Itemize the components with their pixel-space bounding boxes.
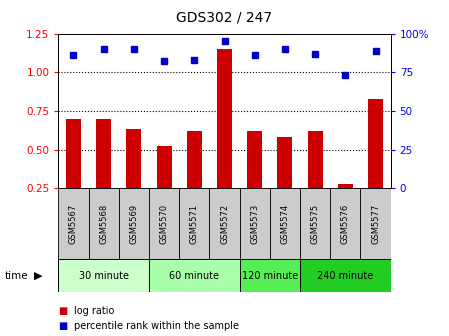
Text: GSM5568: GSM5568 bbox=[99, 203, 108, 244]
Text: GSM5567: GSM5567 bbox=[69, 203, 78, 244]
Bar bbox=[96, 119, 111, 188]
Bar bbox=[149, 188, 179, 259]
Bar bbox=[277, 137, 292, 188]
Bar bbox=[247, 131, 262, 188]
Bar bbox=[217, 49, 232, 188]
Text: GSM5574: GSM5574 bbox=[281, 203, 290, 244]
Bar bbox=[338, 183, 353, 188]
Text: GSM5573: GSM5573 bbox=[250, 203, 259, 244]
Text: GSM5575: GSM5575 bbox=[311, 203, 320, 244]
Bar bbox=[88, 188, 119, 259]
Bar bbox=[179, 188, 209, 259]
Bar bbox=[330, 188, 361, 259]
Text: GSM5577: GSM5577 bbox=[371, 203, 380, 244]
Bar bbox=[58, 188, 88, 259]
Text: ▶: ▶ bbox=[34, 270, 42, 281]
Bar bbox=[66, 119, 81, 188]
Text: GSM5571: GSM5571 bbox=[190, 203, 199, 244]
Bar bbox=[157, 146, 172, 188]
Bar bbox=[270, 188, 300, 259]
Bar bbox=[308, 131, 323, 188]
Bar bbox=[149, 259, 240, 292]
Text: GSM5570: GSM5570 bbox=[159, 203, 168, 244]
Bar bbox=[361, 188, 391, 259]
Text: 120 minute: 120 minute bbox=[242, 270, 298, 281]
Bar bbox=[187, 131, 202, 188]
Bar bbox=[240, 188, 270, 259]
Text: ■: ■ bbox=[58, 321, 68, 331]
Text: 240 minute: 240 minute bbox=[317, 270, 374, 281]
Bar bbox=[368, 98, 383, 188]
Text: 60 minute: 60 minute bbox=[169, 270, 219, 281]
Text: GSM5572: GSM5572 bbox=[220, 203, 229, 244]
Bar bbox=[126, 129, 141, 188]
Text: GDS302 / 247: GDS302 / 247 bbox=[176, 10, 273, 24]
Bar bbox=[209, 188, 240, 259]
Text: time: time bbox=[4, 270, 28, 281]
Text: ■: ■ bbox=[58, 306, 68, 316]
Text: GSM5569: GSM5569 bbox=[129, 203, 138, 244]
Text: 30 minute: 30 minute bbox=[79, 270, 129, 281]
Bar bbox=[300, 259, 391, 292]
Bar bbox=[119, 188, 149, 259]
Bar bbox=[300, 188, 330, 259]
Text: percentile rank within the sample: percentile rank within the sample bbox=[74, 321, 239, 331]
Bar bbox=[240, 259, 300, 292]
Text: GSM5576: GSM5576 bbox=[341, 203, 350, 244]
Bar bbox=[58, 259, 149, 292]
Text: log ratio: log ratio bbox=[74, 306, 114, 316]
